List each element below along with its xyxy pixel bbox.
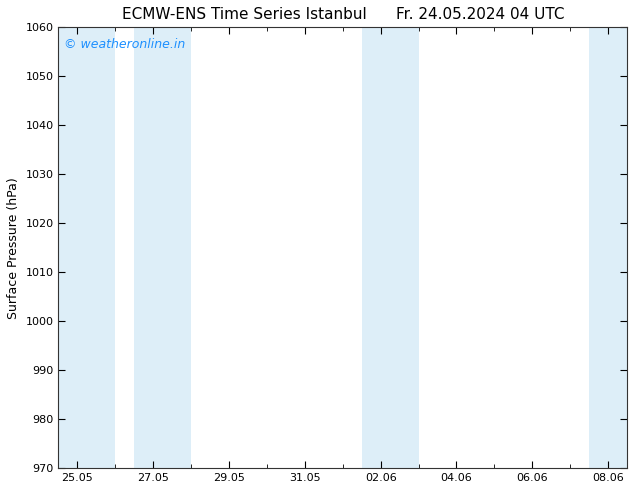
Bar [134, 27, 191, 468]
Y-axis label: Surface Pressure (hPa): Surface Pressure (hPa) [7, 177, 20, 318]
Text: © weatheronline.in: © weatheronline.in [64, 38, 185, 51]
Title: ECMW-ENS Time Series Istanbul      Fr. 24.05.2024 04 UTC: ECMW-ENS Time Series Istanbul Fr. 24.05.… [122, 7, 564, 22]
Bar [58, 27, 115, 468]
Bar [589, 27, 627, 468]
Bar [362, 27, 418, 468]
